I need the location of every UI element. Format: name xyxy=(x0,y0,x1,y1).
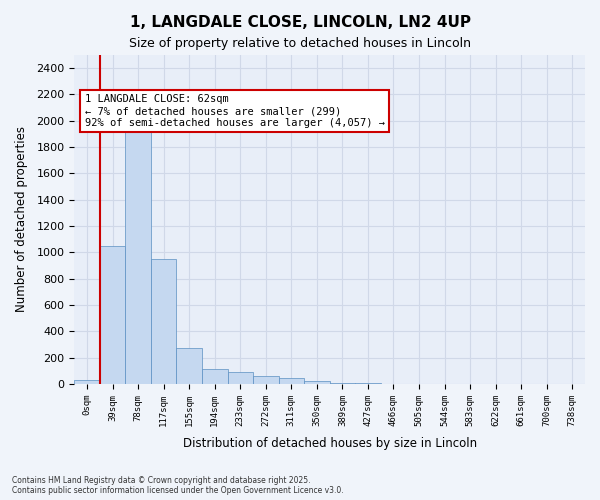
Bar xyxy=(253,376,278,384)
Bar xyxy=(100,246,125,384)
Bar xyxy=(278,378,304,384)
Bar xyxy=(125,128,151,384)
Bar xyxy=(74,380,100,384)
Text: Size of property relative to detached houses in Lincoln: Size of property relative to detached ho… xyxy=(129,38,471,51)
Bar xyxy=(304,382,329,384)
Text: Contains HM Land Registry data © Crown copyright and database right 2025.
Contai: Contains HM Land Registry data © Crown c… xyxy=(12,476,344,495)
Bar xyxy=(176,348,202,384)
Bar xyxy=(151,259,176,384)
Bar xyxy=(202,370,227,384)
Text: 1, LANGDALE CLOSE, LINCOLN, LN2 4UP: 1, LANGDALE CLOSE, LINCOLN, LN2 4UP xyxy=(130,15,470,30)
Text: 1 LANGDALE CLOSE: 62sqm
← 7% of detached houses are smaller (299)
92% of semi-de: 1 LANGDALE CLOSE: 62sqm ← 7% of detached… xyxy=(85,94,385,128)
Bar xyxy=(329,382,355,384)
Y-axis label: Number of detached properties: Number of detached properties xyxy=(15,126,28,312)
X-axis label: Distribution of detached houses by size in Lincoln: Distribution of detached houses by size … xyxy=(182,437,477,450)
Bar xyxy=(227,372,253,384)
